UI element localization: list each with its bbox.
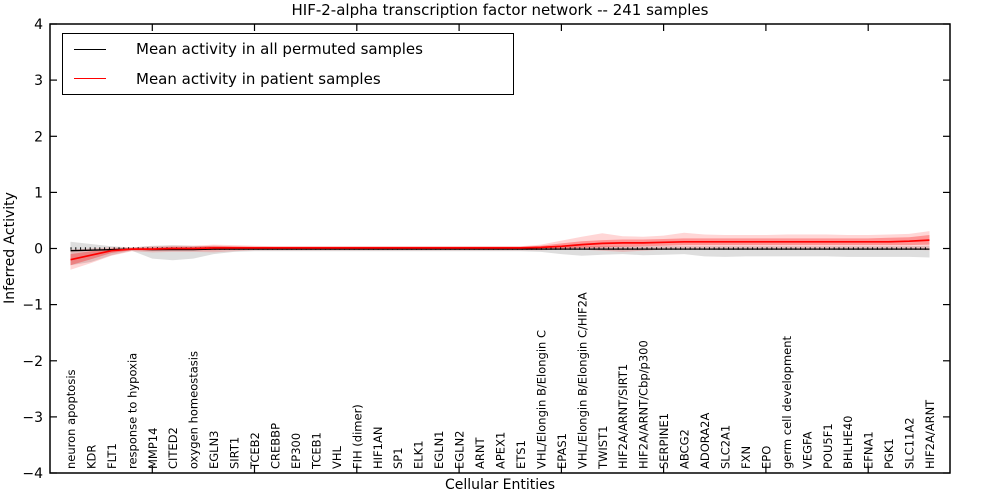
x-tick-label: HIF2A/ARNT (923, 399, 937, 469)
x-tick-label: SP1 (391, 447, 405, 469)
x-tick-label: TWIST1 (596, 426, 610, 470)
x-tick-label: HIF1AN (371, 427, 385, 469)
y-tick-label: 4 (34, 17, 43, 33)
x-tick-label: HIF2A/ARNT/SIRT1 (616, 364, 630, 469)
x-tick-label: oxygen homeostasis (187, 351, 201, 469)
x-tick-label: ETS1 (514, 440, 528, 469)
permuted-mean-line (70, 248, 930, 252)
x-tick-label: ARNT (473, 437, 487, 469)
x-tick-label: germ cell development (780, 335, 794, 469)
x-tick-label: FIH (dimer) (350, 404, 364, 469)
x-tick-label: PGK1 (882, 438, 896, 469)
patient-mean-line (70, 239, 930, 261)
x-tick-label: EGLN1 (432, 430, 446, 469)
x-tick-label: SLC2A1 (719, 425, 733, 469)
x-tick-label: ELK1 (412, 440, 426, 469)
legend-line-sample-black (74, 48, 106, 50)
x-tick-label: EFNA1 (862, 431, 876, 469)
y-tick-label: 1 (34, 185, 43, 201)
x-tick-label: VHL/Elongin B/Elongin C/HIF2A (575, 292, 589, 469)
x-tick-label: VHL/Elongin B/Elongin C (534, 330, 548, 469)
x-tick-label: SLC11A2 (903, 417, 917, 469)
x-tick-label: EGLN3 (207, 430, 221, 469)
y-tick-label: −1 (22, 298, 43, 314)
x-tick-label: EPO (759, 446, 773, 469)
x-tick-label: VHL (330, 445, 344, 469)
x-tick-label: FLT1 (105, 443, 119, 469)
y-tick-label: 3 (34, 73, 43, 89)
patient-band-outer (70, 231, 930, 270)
x-axis-label: Cellular Entities (444, 477, 556, 493)
x-tick-label: CITED2 (166, 427, 180, 469)
legend-line-sample-red (74, 78, 106, 80)
y-tick-label: −4 (22, 466, 43, 482)
x-tick-label: FXN (739, 446, 753, 469)
x-tick-label: APEX1 (494, 432, 508, 469)
x-tick-label: TCEB2 (248, 432, 262, 470)
y-tick-label: −2 (22, 354, 43, 370)
x-tick-label: SERPINE1 (657, 413, 671, 469)
legend-entry-permuted: Mean activity in all permuted samples (63, 35, 513, 63)
x-tick-label: POU5F1 (821, 423, 835, 469)
chart-title: HIF-2-alpha transcription factor network… (291, 1, 709, 19)
x-tick-label: response to hypoxia (125, 353, 139, 469)
y-tick-label: 0 (34, 242, 43, 258)
legend-label: Mean activity in all permuted samples (136, 40, 423, 59)
legend-box: Mean activity in all permuted samples Me… (62, 33, 514, 95)
legend-label: Mean activity in patient samples (136, 69, 381, 88)
x-tick-label: CREBBP (269, 423, 283, 469)
x-tick-label: EPAS1 (555, 433, 569, 469)
y-tick-label: −3 (22, 410, 43, 426)
x-tick-label: neuron apoptosis (64, 369, 78, 469)
legend-entry-patient: Mean activity in patient samples (63, 65, 513, 93)
x-tick-label: TCEB1 (309, 432, 323, 470)
x-tick-label: ABCG2 (678, 429, 692, 469)
x-tick-label: HIF2A/ARNT/Cbp/p300 (637, 340, 651, 469)
x-tick-label: ADORA2A (698, 413, 712, 469)
x-tick-label: MMP14 (146, 428, 160, 469)
y-tick-label: 2 (34, 129, 43, 145)
x-tick-label: EGLN2 (453, 430, 467, 469)
y-axis-label: Inferred Activity (2, 192, 18, 304)
x-tick-label: KDR (84, 445, 98, 469)
x-tick-label: VEGFA (800, 431, 814, 469)
x-tick-label: EP300 (289, 433, 303, 469)
x-tick-label: SIRT1 (228, 437, 242, 469)
x-tick-label: BHLHE40 (841, 416, 855, 470)
